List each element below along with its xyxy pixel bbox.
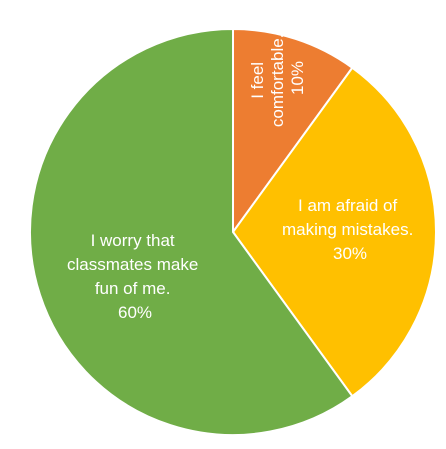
slice-label-afraid-of-mistakes: I am afraid of making mistakes. 30%: [282, 196, 418, 263]
slice-comfortable: [232, 27, 354, 236]
slice-worry-classmates: [29, 27, 354, 436]
slice-label-comfortable: I feel comfortable. 10%: [248, 29, 307, 127]
pie-slices: [29, 27, 437, 436]
slice-label-worry-classmates: I worry that classmates make fun of me. …: [67, 231, 203, 322]
slice-afraid-of-mistakes: [231, 66, 437, 398]
